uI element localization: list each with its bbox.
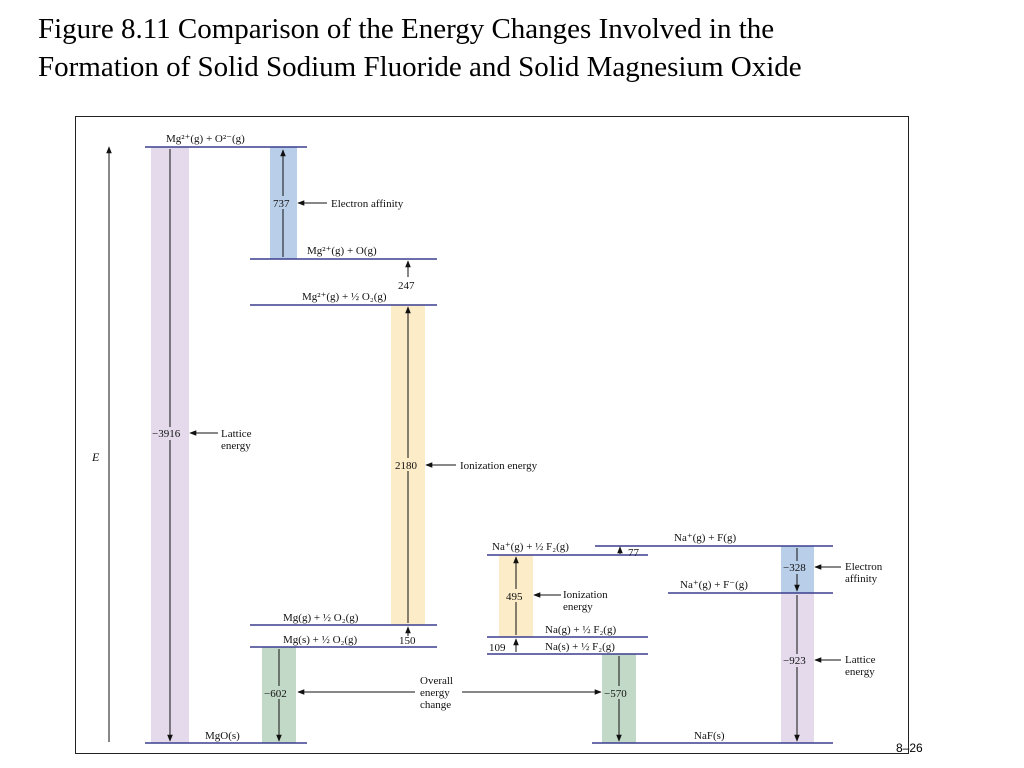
value-570-bg (603, 686, 635, 699)
value-mgo-electron-affinity: 737 (273, 198, 290, 210)
value-602-bg (263, 686, 295, 699)
label-naf-lattice-2: energy (845, 666, 875, 678)
label-mg2-o: Mg²⁺(g) + O(g) (307, 245, 377, 257)
label-mgo-lattice-1: Lattice (221, 428, 252, 440)
label-naf-electron-affinity-1: Electron (845, 561, 883, 573)
label-mgo-electron-affinity: Electron affinity (331, 198, 404, 210)
value-naf-lattice: −923 (783, 655, 806, 667)
slide-title: Figure 8.11 Comparison of the Energy Cha… (38, 10, 998, 86)
energy-axis-label: E (91, 450, 100, 464)
page-number: 8–26 (896, 741, 923, 755)
label-naf-lattice-1: Lattice (845, 654, 876, 666)
value-mgo-o2-dissociation: 247 (398, 280, 415, 292)
label-mg2-o2minus: Mg²⁺(g) + O²⁻(g) (166, 133, 245, 145)
value-328-bg (782, 561, 813, 574)
value-2180-bg (393, 458, 424, 471)
value-mgo-sublimation: 150 (399, 635, 416, 647)
label-na-g: Na(g) + ½ F₂(g) (545, 624, 616, 636)
label-mgo-ionization: Ionization energy (460, 460, 538, 472)
label-naf-ionization-1: Ionization (563, 589, 608, 601)
label-mgo-lattice-2: energy (221, 440, 251, 452)
label-overall-2: energy (420, 687, 450, 699)
figure-frame (75, 116, 909, 754)
value-923-bg (782, 654, 813, 667)
label-na-s: Na(s) + ½ F₂(g) (545, 641, 615, 653)
label-naf-electron-affinity-2: affinity (845, 573, 878, 585)
value-495-bg (502, 589, 530, 602)
value-mgo-ionization: 2180 (395, 460, 418, 472)
label-na-plus-half-f2: Na⁺(g) + ½ F₂(g) (492, 541, 569, 553)
value-mgo-overall: −602 (264, 688, 287, 700)
value-naf-ionization: 495 (506, 591, 523, 603)
value-naf-electron-affinity: −328 (783, 562, 806, 574)
label-naf-ionization-2: energy (563, 601, 593, 613)
value-naf-f2-dissociation: 77 (628, 547, 640, 559)
label-mgo: MgO(s) (205, 730, 240, 742)
label-mg-s: Mg(s) + ½ O₂(g) (283, 634, 358, 646)
value-naf-sublimation: 109 (489, 642, 506, 654)
label-na-plus-f: Na⁺(g) + F(g) (674, 532, 736, 544)
value-3916-bg (151, 427, 189, 440)
value-mgo-lattice: −3916 (152, 428, 181, 440)
label-mg-g: Mg(g) + ½ O₂(g) (283, 612, 359, 624)
value-737-bg (271, 196, 297, 209)
value-naf-overall: −570 (604, 688, 627, 700)
slide-title-line-2: Formation of Solid Sodium Fluoride and S… (38, 51, 802, 83)
label-mg2-half-o2: Mg²⁺(g) + ½ O₂(g) (302, 291, 387, 303)
label-overall-1: Overall (420, 675, 453, 687)
slide-title-line-1: Figure 8.11 Comparison of the Energy Cha… (38, 13, 775, 45)
label-na-plus-f-minus: Na⁺(g) + F⁻(g) (680, 579, 748, 591)
label-overall-3: change (420, 699, 451, 711)
label-naf: NaF(s) (694, 730, 725, 742)
